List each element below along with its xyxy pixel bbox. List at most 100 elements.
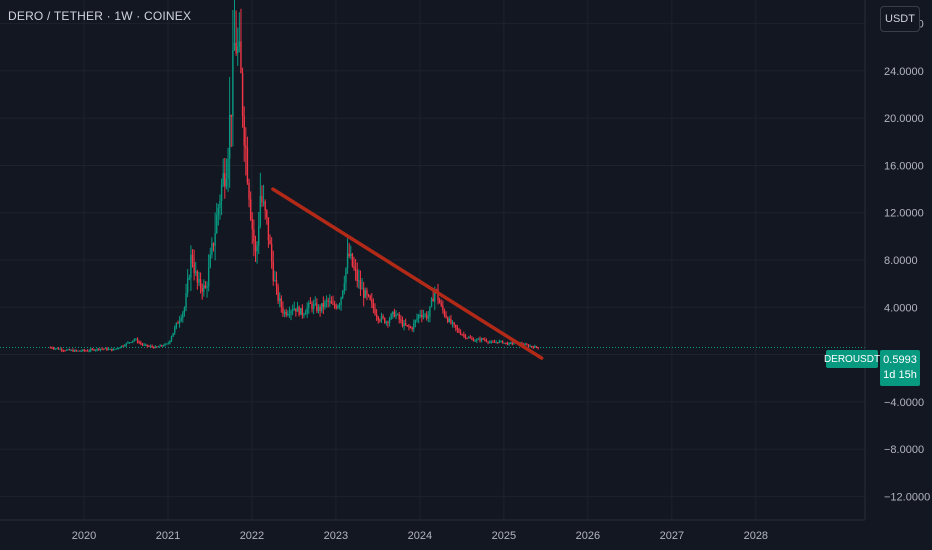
candle-body: [422, 315, 425, 317]
candle-body: [424, 314, 426, 316]
candle-body: [448, 318, 450, 322]
candle-body: [406, 325, 409, 327]
candle-body: [233, 42, 236, 51]
candle-body: [314, 303, 316, 305]
candle-body: [421, 314, 423, 317]
candle-body: [279, 298, 281, 301]
candle-body: [224, 173, 226, 187]
symbol-label: DEROUSDT: [824, 350, 880, 368]
candle-body: [401, 320, 404, 327]
candle-body: [398, 314, 400, 320]
candle-body: [67, 349, 69, 351]
candle-body: [527, 345, 530, 347]
candle-body: [335, 306, 337, 308]
price-tick-label: 12.0000: [884, 208, 924, 220]
candle-body: [304, 313, 307, 315]
candle-body: [104, 348, 106, 350]
candle-body: [364, 290, 367, 298]
candle-body: [288, 313, 291, 315]
candle-body: [455, 324, 457, 328]
candle-body: [56, 348, 58, 350]
candle-body: [190, 254, 192, 278]
candle-body: [128, 342, 131, 344]
time-tick-label: 2026: [576, 530, 600, 542]
candle-body: [505, 342, 507, 344]
candle-body: [191, 254, 194, 264]
candle-body: [266, 210, 268, 218]
candle-body: [254, 241, 257, 252]
candle-body: [477, 338, 480, 340]
candle-body: [338, 305, 341, 307]
candle-body: [246, 147, 249, 183]
candle-body: [342, 290, 344, 298]
candle-body: [359, 280, 362, 290]
candle-body: [238, 41, 241, 47]
candle-body: [375, 314, 378, 318]
candle-body: [446, 317, 449, 322]
candle-body: [262, 201, 265, 203]
candle-body: [451, 322, 454, 324]
candle-body: [261, 196, 263, 203]
candle-body: [188, 277, 190, 279]
candle-body: [485, 340, 488, 342]
candle-body: [369, 295, 371, 300]
candle-body: [70, 350, 73, 352]
candle-body: [300, 308, 302, 315]
candle-body: [138, 342, 140, 344]
candle-body: [214, 233, 216, 246]
currency-button[interactable]: USDT: [880, 6, 920, 32]
candle-body: [456, 327, 459, 330]
candle-body: [112, 349, 115, 351]
candle-body: [109, 348, 111, 350]
candle-body: [480, 338, 483, 341]
candle-body: [195, 271, 197, 273]
candle-body: [217, 207, 220, 216]
candle-body: [467, 337, 470, 339]
candle-body: [167, 343, 169, 345]
candle-body: [319, 306, 321, 311]
candle-body: [182, 312, 184, 319]
time-tick-label: 2021: [156, 530, 180, 542]
time-axis: 2020 2021 2022 2023 2024 2025 2026 2027 2028: [72, 530, 768, 542]
candle-body: [153, 346, 155, 349]
candle-body: [534, 346, 536, 348]
candle-body: [393, 311, 396, 317]
candle-body: [337, 305, 339, 308]
candle-body: [170, 336, 173, 341]
candle-body: [497, 342, 499, 344]
candle-body: [382, 316, 384, 318]
candle-body: [240, 41, 242, 73]
candle-body: [106, 348, 108, 350]
candle-body: [296, 306, 299, 312]
candle-body: [282, 307, 284, 314]
candle-body: [175, 322, 178, 328]
candle-body: [140, 342, 142, 344]
candle-body: [413, 323, 415, 330]
candle-body: [57, 348, 60, 350]
candle-body: [425, 314, 428, 319]
candle-body: [98, 348, 100, 350]
candle-body: [390, 314, 392, 320]
candle-body: [186, 278, 189, 293]
descending-trendline[interactable]: [271, 187, 544, 360]
candle-body: [427, 316, 430, 319]
candle-body: [149, 346, 152, 348]
candle-body: [495, 342, 497, 344]
candle-body: [506, 342, 509, 345]
candle-body: [81, 349, 84, 351]
candle-body: [283, 312, 286, 314]
candle-body: [414, 320, 417, 324]
candle-body: [537, 347, 539, 349]
candle-body: [178, 320, 181, 324]
candle-body: [249, 199, 252, 219]
candle-body: [535, 346, 538, 348]
candle-body: [235, 42, 237, 54]
candle-body: [311, 303, 313, 309]
candle-body: [530, 346, 533, 348]
candle-body: [332, 303, 334, 305]
candle-body: [172, 332, 174, 337]
candle-body: [73, 350, 76, 352]
candle-body: [275, 280, 278, 287]
candle-body: [94, 349, 97, 351]
